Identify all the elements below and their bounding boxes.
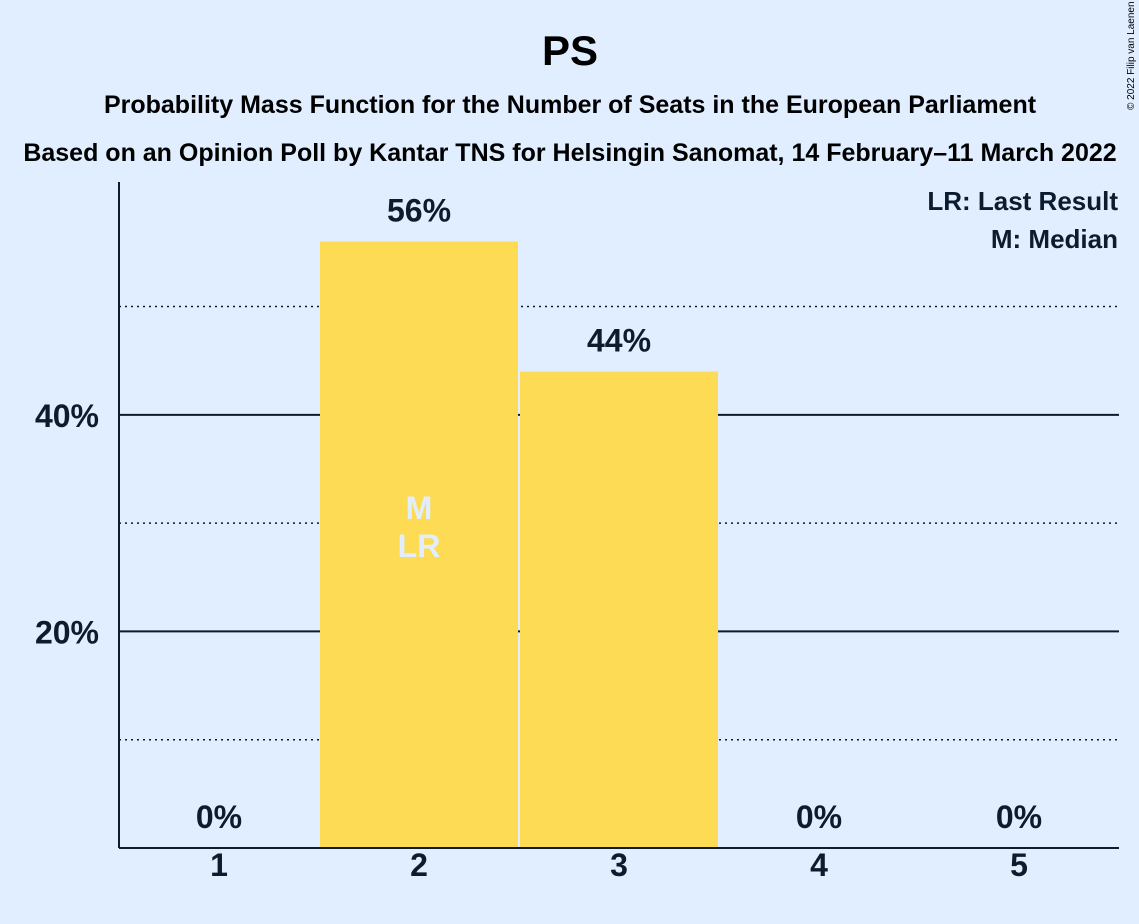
legend-entry: M: Median [991,224,1118,254]
bar-marker-label: LR [398,528,441,564]
bar-marker-label: M [406,490,433,526]
data-label: 0% [796,799,842,835]
data-label: 56% [387,193,451,229]
x-tick-label: 4 [810,847,828,883]
data-label: 44% [587,323,651,359]
bar [520,371,718,848]
y-tick-label: 20% [35,614,99,650]
chart-title: PS [542,27,598,74]
x-tick-label: 2 [410,847,428,883]
y-tick-label: 40% [35,398,99,434]
x-tick-label: 5 [1010,847,1028,883]
chart-subtitle-2: Based on an Opinion Poll by Kantar TNS f… [23,139,1116,167]
legend: LR: Last Result M: Median [927,186,1118,254]
data-label: 0% [996,799,1042,835]
data-label: 0% [196,799,242,835]
x-tick-label: 1 [210,847,228,883]
copyright-text: © 2022 Filip van Laenen [1126,1,1137,110]
bars [320,241,718,848]
x-tick-label: 3 [610,847,628,883]
legend-entry: LR: Last Result [927,186,1118,216]
bar [320,241,518,848]
chart-subtitle: Probability Mass Function for the Number… [104,91,1037,119]
